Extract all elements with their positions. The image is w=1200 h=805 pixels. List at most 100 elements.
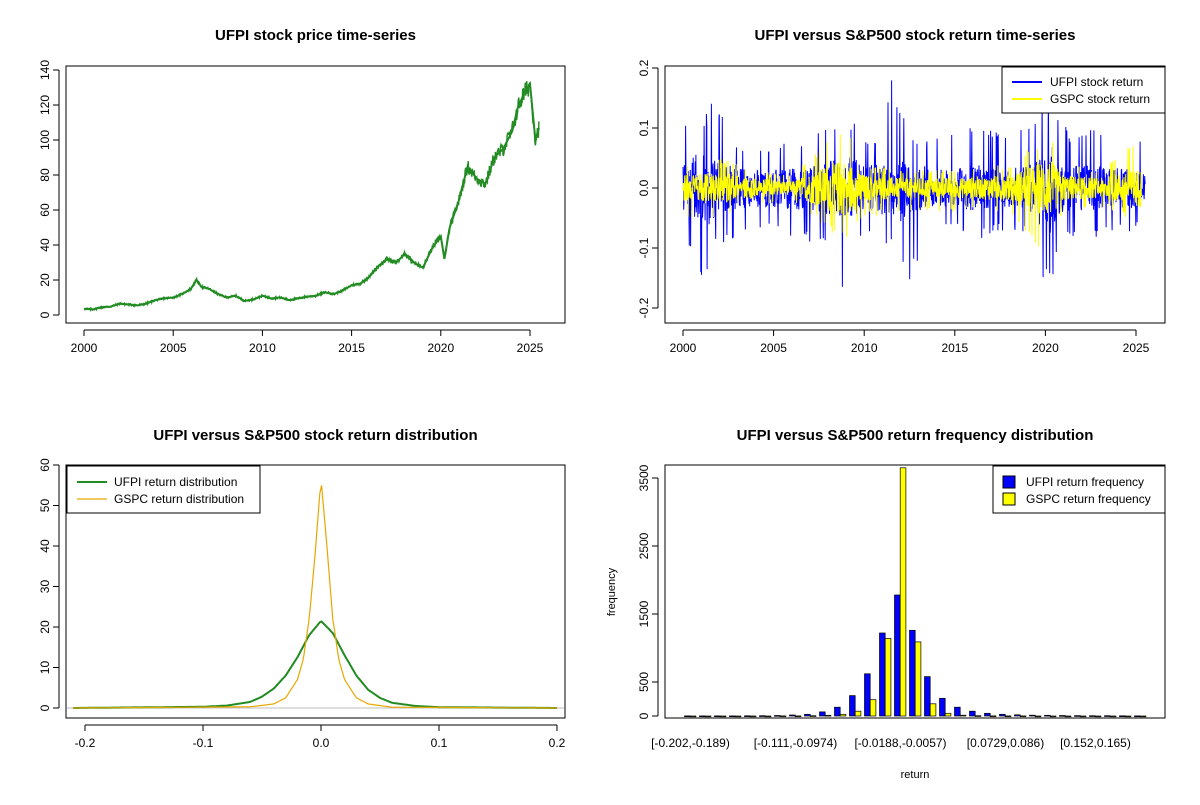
bar-gspc-14 [899, 467, 907, 717]
chart-panel-3: UFPI versus S&P500 stock return distribu… [38, 427, 566, 750]
bar-gspc-0 [689, 715, 697, 718]
bar-ufpi-11 [849, 695, 856, 717]
legend-box [66, 465, 261, 514]
bar-ufpi-18 [954, 706, 961, 717]
y-tick-label: 500 [637, 672, 651, 692]
x-tick-label: 2005 [160, 341, 187, 355]
bar-gspc-10 [839, 713, 847, 717]
bar-gspc-29 [1124, 715, 1132, 718]
y-tick-label: 2500 [637, 532, 651, 559]
bar-gspc-30 [1139, 715, 1147, 718]
x-tick-label: 2000 [71, 341, 98, 355]
x-tick-label: 2020 [427, 341, 454, 355]
series-line-gspc-return [682, 134, 1142, 247]
x-tick-label: 2005 [760, 341, 787, 355]
bar-ufpi-26 [1074, 715, 1081, 717]
chart-panel-2: UFPI versus S&P500 stock return time-ser… [637, 27, 1166, 355]
bar-gspc-19 [974, 715, 982, 717]
bar-gspc-3 [734, 715, 742, 718]
legend-label: GSPC return frequency [1026, 492, 1151, 506]
plot-frame [664, 464, 1166, 719]
y-tick-label: 0 [38, 311, 52, 318]
series-line-ufpi-price-trend [83, 80, 540, 311]
chart-title: UFPI versus S&P500 return frequency dist… [737, 427, 1094, 444]
bar-gspc-2 [719, 715, 727, 718]
bar-gspc-7 [794, 715, 802, 718]
y-tick-label: -0.2 [637, 297, 651, 318]
bar-ufpi-9 [819, 711, 826, 717]
y-tick-label: 120 [38, 95, 52, 115]
bar-gspc-15 [914, 641, 922, 717]
x-tick-label: -0.1 [193, 736, 214, 750]
x-tick-label: 0.0 [313, 736, 330, 750]
bar-gspc-9 [824, 714, 832, 717]
bar-gspc-5 [764, 715, 772, 718]
x-tick-label: 2000 [670, 341, 697, 355]
bar-ufpi-21 [999, 713, 1006, 717]
bar-ufpi-1 [699, 715, 706, 718]
series-line-ufpi-price [83, 81, 540, 313]
legend-label: UFPI stock return [1050, 75, 1143, 89]
series-line-gspc-density [73, 485, 557, 709]
y-tick-label: 100 [38, 130, 52, 150]
bar-gspc-27 [1094, 715, 1102, 718]
plot-frame [664, 65, 1166, 324]
bar-ufpi-22 [1014, 714, 1021, 717]
x-tick-label: 0.1 [431, 736, 448, 750]
x-tick-label: 2025 [1123, 341, 1150, 355]
bar-ufpi-5 [759, 715, 766, 717]
y-tick-label: 0.0 [637, 179, 651, 196]
bar-ufpi-23 [1029, 714, 1036, 717]
bar-gspc-22 [1019, 715, 1027, 718]
legend: UFPI stock return GSPC stock return [1001, 66, 1166, 114]
chart-panel-4: UFPI versus S&P500 return frequency dist… [606, 427, 1166, 781]
y-tick-label: 140 [38, 60, 52, 80]
plot-frame [65, 464, 566, 719]
x-tick-label: -0.2 [75, 736, 96, 750]
bar-ufpi-8 [804, 713, 811, 717]
legend: UFPI return frequency GSPC return frequen… [992, 465, 1166, 514]
x-tick-label: 0.2 [549, 736, 566, 750]
chart-title: UFPI stock price time-series [215, 27, 416, 44]
bar-ufpi-20 [984, 712, 991, 717]
legend-label: GSPC stock return [1050, 92, 1150, 106]
bar-ufpi-29 [1119, 715, 1126, 717]
bar-gspc-20 [989, 715, 997, 718]
bar-ufpi-30 [1134, 715, 1141, 718]
bar-gspc-23 [1034, 715, 1042, 718]
plot-frame [65, 65, 566, 324]
bar-ufpi-25 [1059, 715, 1066, 717]
y-tick-label: 0 [637, 712, 651, 719]
bar-gspc-26 [1079, 715, 1087, 718]
y-tick-label: 60 [38, 203, 52, 217]
y-axis-title: frequency [606, 567, 618, 616]
x-tick-label: [-0.0188,-0.0057) [854, 736, 946, 750]
legend-box [992, 465, 1166, 514]
bar-ufpi-10 [834, 706, 841, 717]
bar-gspc-16 [929, 703, 937, 717]
y-tick-label: 0.1 [637, 119, 651, 136]
y-tick-label: 10 [38, 661, 52, 675]
bar-ufpi-13 [879, 632, 886, 717]
bar-ufpi-6 [774, 715, 781, 717]
y-tick-label: 20 [38, 620, 52, 634]
y-tick-label: 30 [38, 580, 52, 594]
legend-label: UFPI return frequency [1026, 475, 1144, 489]
bar-gspc-11 [854, 710, 862, 717]
x-tick-label: 2010 [249, 341, 276, 355]
y-tick-label: 1500 [637, 600, 651, 627]
bar-gspc-25 [1064, 715, 1072, 718]
bar-ufpi-15 [909, 629, 916, 717]
x-tick-label: [-0.111,-0.0974) [754, 736, 838, 750]
legend-swatch [1002, 492, 1016, 506]
bar-gspc-13 [884, 638, 892, 717]
y-tick-label: 60 [38, 458, 52, 472]
x-tick-label: 2020 [1032, 341, 1059, 355]
bar-ufpi-3 [729, 715, 736, 718]
bar-ufpi-24 [1044, 714, 1051, 717]
y-tick-label: 3500 [637, 464, 651, 491]
x-tick-label: [0.0729,0.086) [967, 736, 1044, 750]
x-tick-label: [0.152,0.165) [1060, 736, 1131, 750]
y-tick-label: 20 [38, 273, 52, 287]
